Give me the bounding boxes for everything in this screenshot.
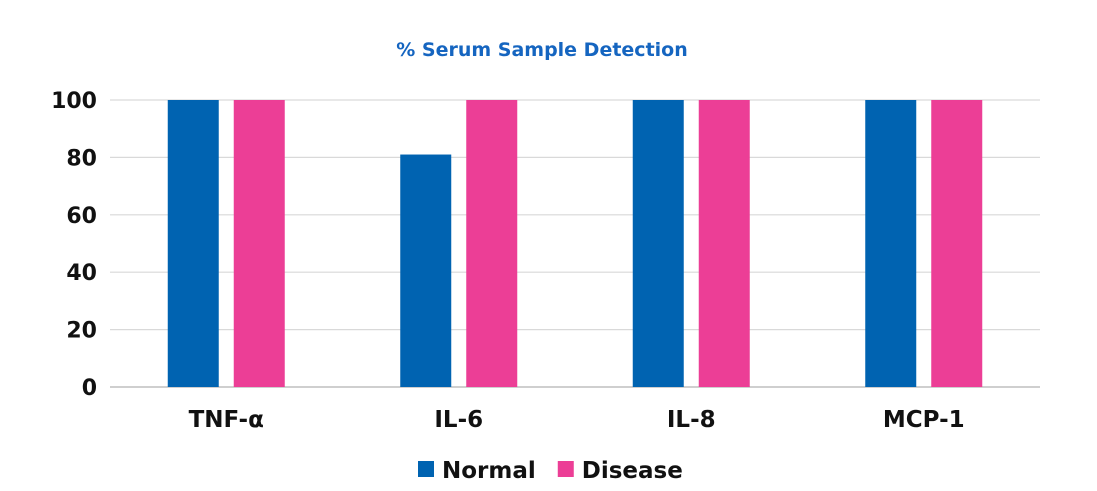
legend-label-normal: Normal: [442, 458, 536, 484]
y-tick-label: 60: [66, 204, 97, 229]
bar-normal-1: [400, 154, 452, 387]
x-tick-label: IL-6: [434, 407, 483, 433]
y-tick-label: 40: [66, 261, 97, 286]
bars: [167, 100, 983, 387]
x-tick-label: TNF-α: [189, 407, 264, 433]
legend-swatch-disease: [557, 461, 574, 477]
legend-label-disease: Disease: [582, 458, 683, 484]
y-tick-label: 100: [51, 89, 97, 114]
legend: Normal Disease: [418, 458, 683, 484]
legend-swatch-normal: [418, 461, 434, 477]
y-axis: 0 20 40 60 80 100: [51, 89, 97, 401]
bar-disease-0: [233, 100, 285, 387]
bar-disease-2: [698, 100, 750, 387]
x-tick-label: IL-8: [667, 407, 716, 433]
x-tick-label: MCP-1: [883, 407, 965, 433]
bar-normal-0: [167, 100, 219, 387]
y-tick-label: 20: [66, 319, 97, 344]
y-tick-label: 0: [82, 376, 97, 401]
bar-disease-3: [931, 100, 983, 387]
chart-title: % Serum Sample Detection: [396, 39, 688, 61]
bar-disease-1: [466, 100, 518, 387]
x-axis: TNF-α IL-6 IL-8 MCP-1: [189, 407, 965, 433]
bar-normal-3: [865, 100, 917, 387]
y-tick-label: 80: [66, 146, 97, 171]
bar-normal-2: [632, 100, 684, 387]
